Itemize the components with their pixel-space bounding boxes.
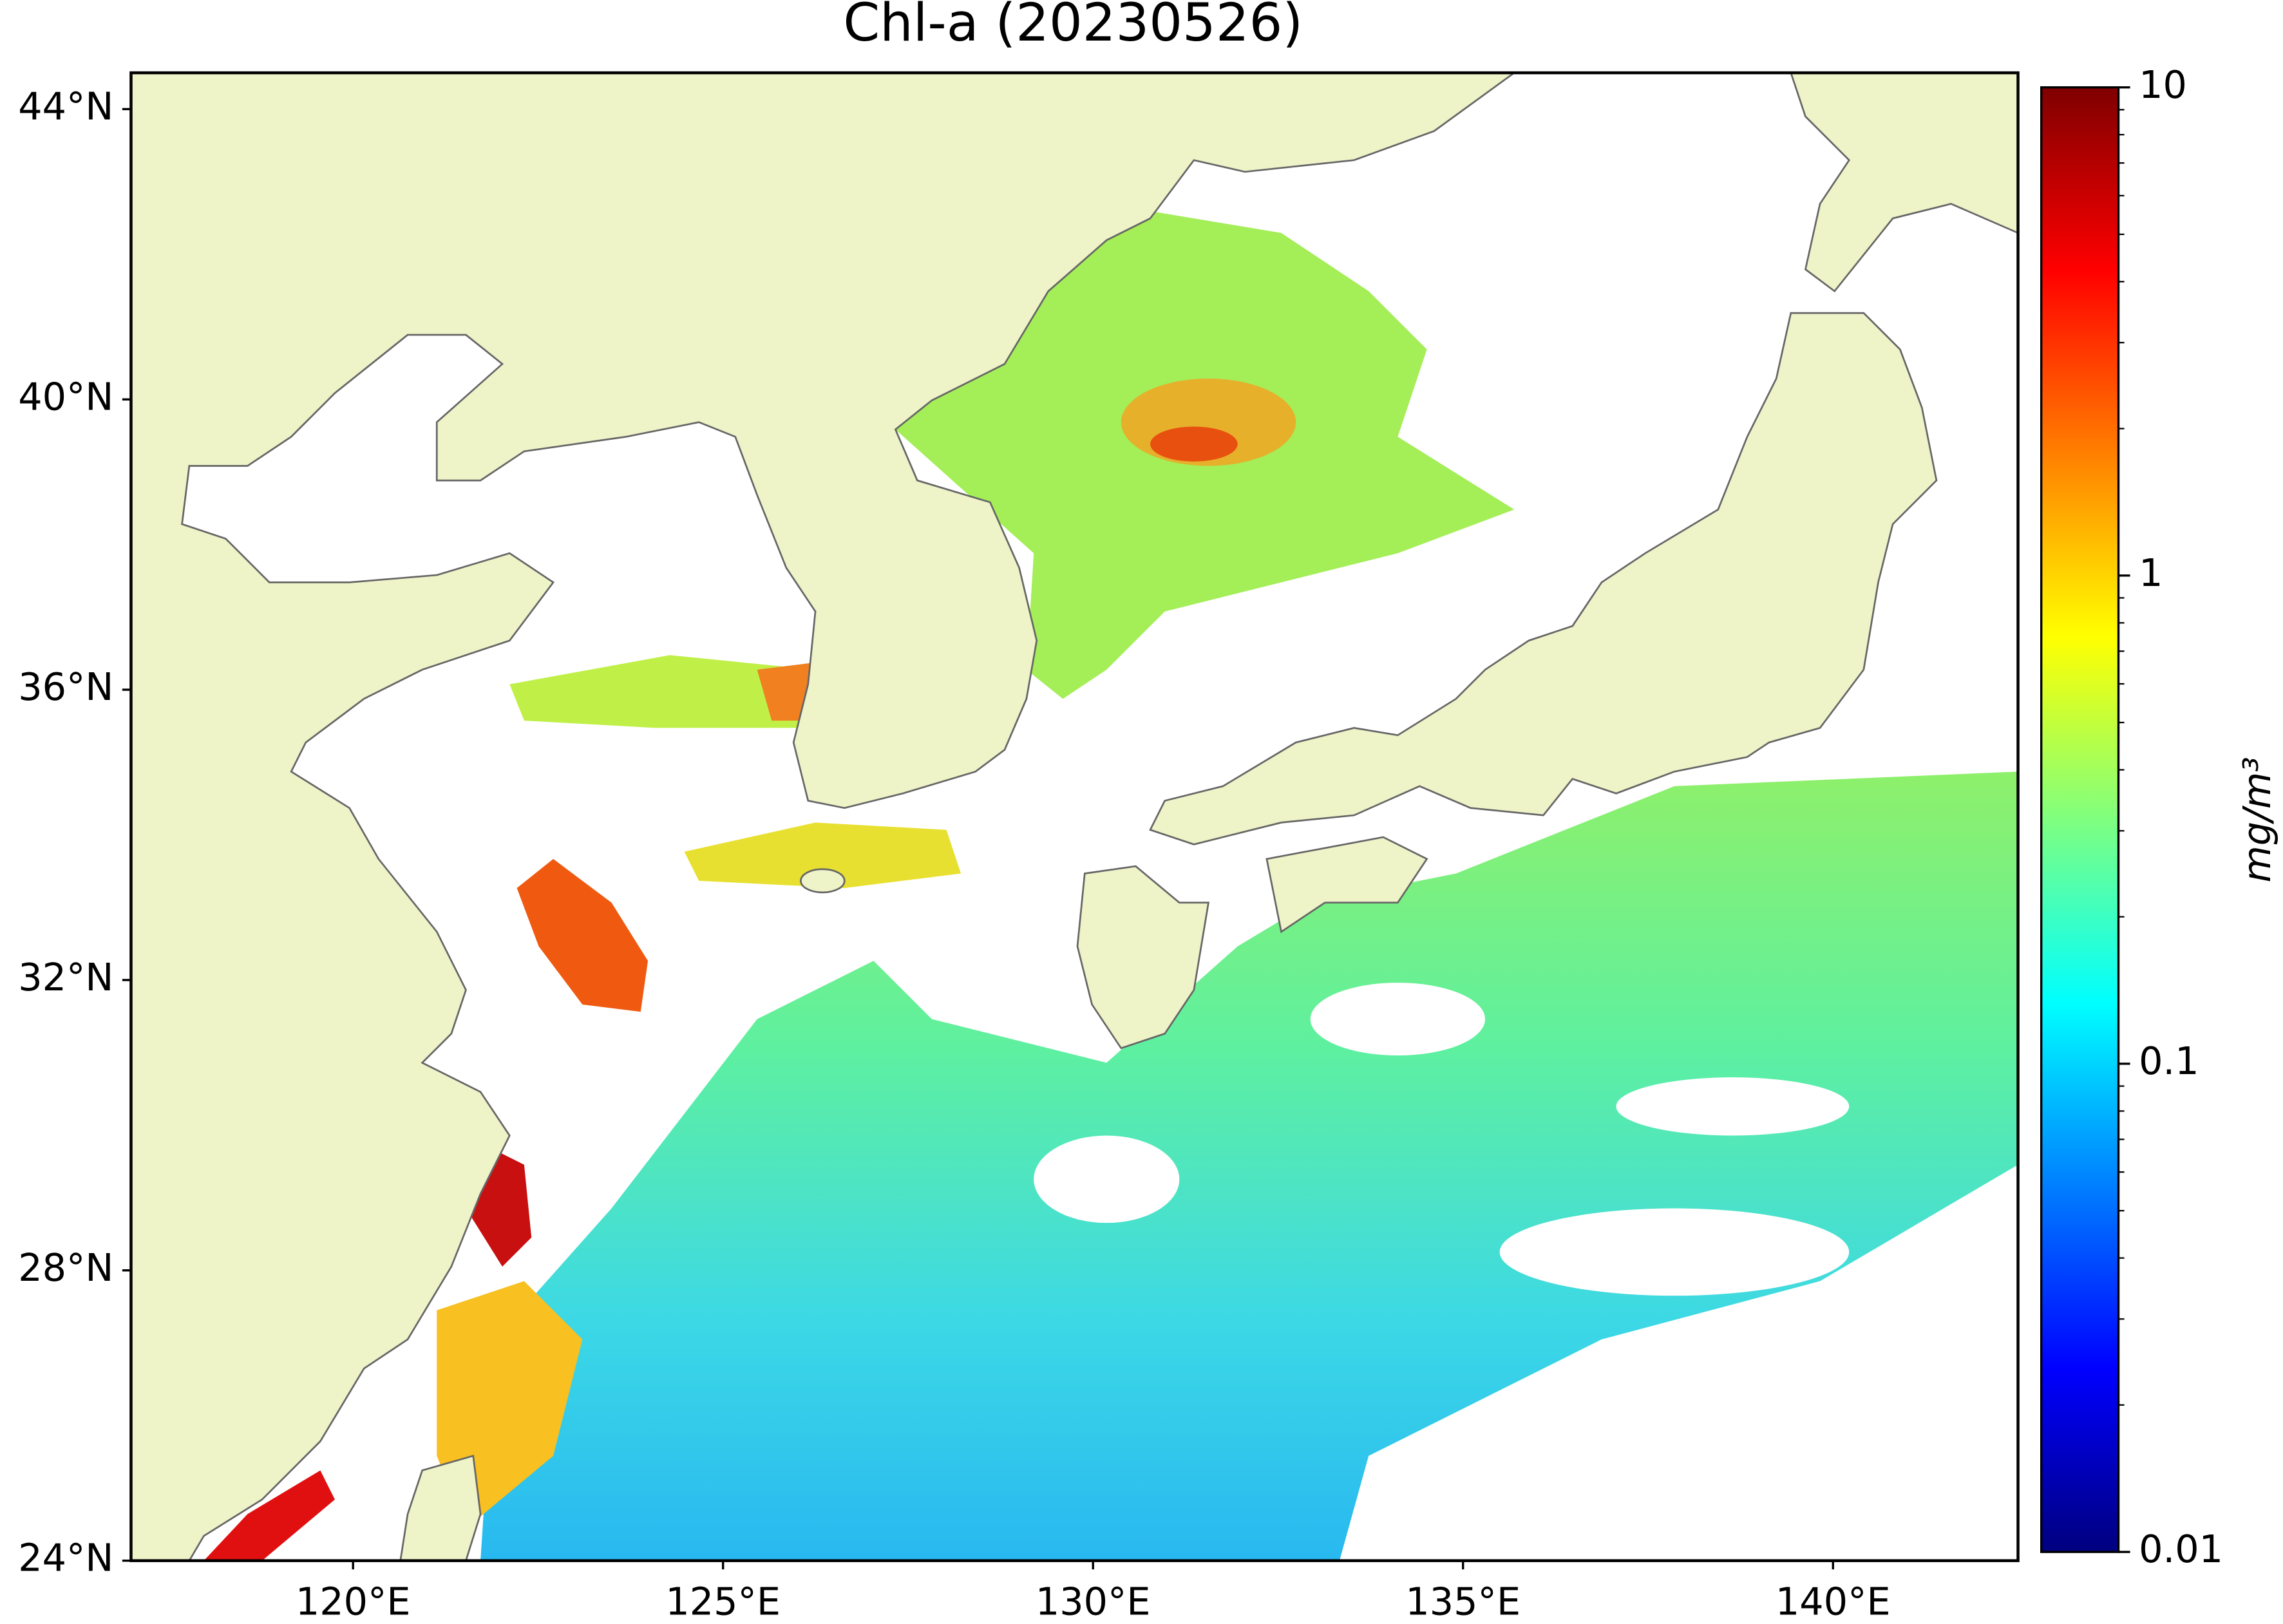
y-tick-label: 24°N xyxy=(18,1536,113,1580)
data-patch xyxy=(684,822,962,889)
land-asia xyxy=(131,73,1516,1561)
data-patch xyxy=(516,858,649,1012)
y-tick-label: 36°N xyxy=(18,665,113,709)
x-tick-label: 135°E xyxy=(1405,1580,1520,1624)
data-gap xyxy=(1310,983,1486,1056)
colorbar-tick-label: 0.01 xyxy=(2139,1527,2223,1571)
data-south-sea xyxy=(480,771,2018,1561)
map-area xyxy=(131,73,2018,1561)
colorbar-label: mg/m³ xyxy=(2235,757,2279,882)
map-frame xyxy=(129,71,2020,1562)
land-hokkaido xyxy=(1790,73,2018,293)
land-shikoku xyxy=(1265,836,1428,934)
y-tick-label: 44°N xyxy=(18,84,113,129)
data-bloom xyxy=(1150,426,1238,462)
x-tick-label: 140°E xyxy=(1776,1580,1891,1624)
colorbar-tick-label: 1 xyxy=(2139,551,2163,595)
land-jeju xyxy=(800,868,846,894)
x-tick-label: 125°E xyxy=(665,1580,781,1624)
title: Chl-a (20230526) xyxy=(843,0,1303,53)
x-tick-label: 120°E xyxy=(296,1580,411,1624)
data-gap xyxy=(1499,1208,1850,1296)
colorbar xyxy=(2040,86,2120,1553)
land-taiwan xyxy=(399,1455,482,1561)
y-tick-label: 32°N xyxy=(18,955,113,999)
x-tick-label: 130°E xyxy=(1036,1580,1151,1624)
land-honshu xyxy=(1149,312,1938,845)
colorbar-tick-label: 10 xyxy=(2139,62,2187,107)
data-gap xyxy=(1034,1135,1180,1223)
data-patch xyxy=(509,655,816,728)
y-tick-label: 28°N xyxy=(18,1245,113,1290)
data-gap xyxy=(1616,1077,1850,1136)
colorbar-tick-label: 0.1 xyxy=(2139,1039,2199,1083)
land-kyushu xyxy=(1076,865,1210,1050)
y-tick-label: 40°N xyxy=(18,374,113,419)
data-patch xyxy=(204,1470,335,1561)
